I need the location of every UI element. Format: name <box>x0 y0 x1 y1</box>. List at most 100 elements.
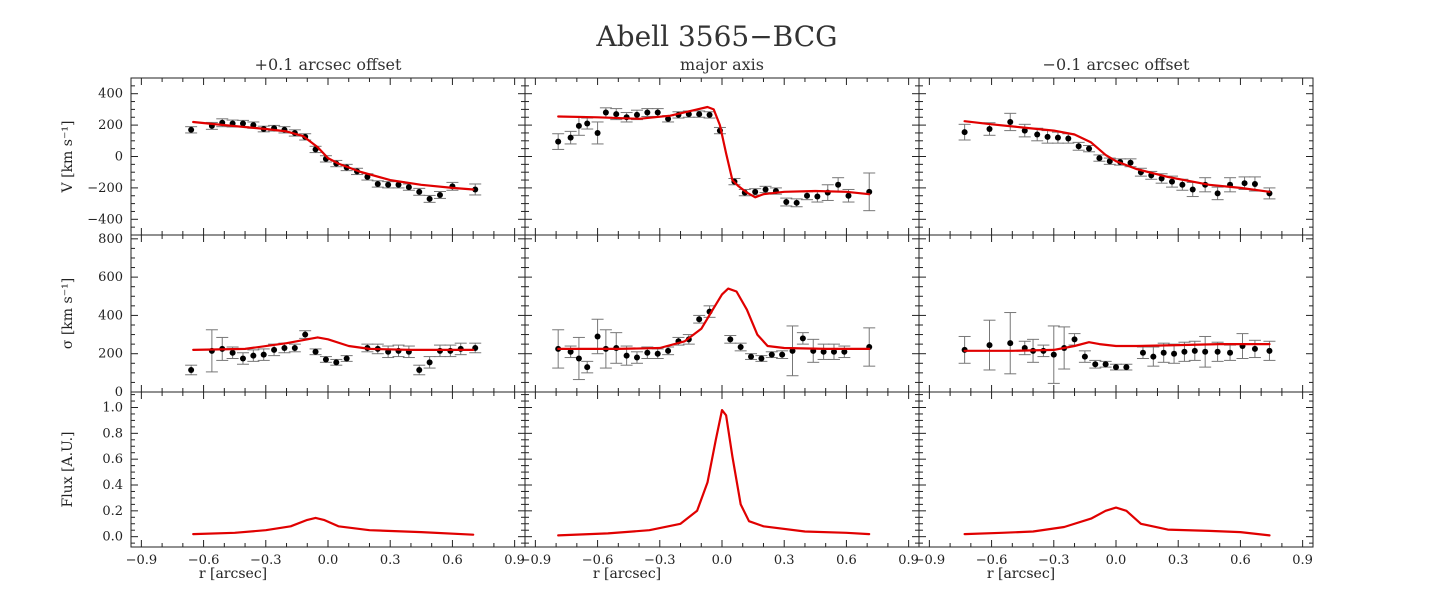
y-tick-label: 1.0 <box>102 401 123 416</box>
data-marker <box>333 359 340 366</box>
data-marker <box>623 352 630 359</box>
data-marker <box>1171 350 1178 357</box>
data-point <box>641 108 654 117</box>
data-point <box>863 172 876 212</box>
data-point <box>1199 335 1212 368</box>
data-point <box>371 180 384 188</box>
panel-sigma-1 <box>524 234 920 393</box>
data-point <box>1018 123 1031 138</box>
data-point <box>1004 112 1017 132</box>
panel-frame <box>130 391 526 548</box>
panel-V-0: −400 −200 0 200 400 <box>87 77 526 236</box>
data-marker <box>436 191 443 198</box>
data-point <box>724 335 737 344</box>
data-point <box>319 356 332 363</box>
data-point <box>651 348 664 359</box>
data-point <box>1248 339 1261 359</box>
data-marker <box>1123 364 1130 371</box>
model-curve <box>192 516 475 536</box>
x-tick-label: 0.9 <box>504 553 525 568</box>
data-marker <box>1202 348 1209 355</box>
data-marker <box>737 344 744 351</box>
data-point <box>1004 312 1017 375</box>
data-marker <box>814 193 821 200</box>
data-point <box>330 358 343 366</box>
data-point <box>423 194 436 203</box>
data-marker <box>633 354 640 361</box>
x-tick-label: −0.9 <box>914 553 946 568</box>
data-point <box>257 348 270 361</box>
data-point <box>572 115 585 136</box>
data-marker <box>1251 180 1258 187</box>
data-marker <box>799 335 806 342</box>
y-tick-label: 0.6 <box>102 452 123 467</box>
data-marker <box>779 351 786 358</box>
x-tick-label: 0.3 <box>774 553 795 568</box>
x-tick-label: 0.6 <box>442 553 463 568</box>
data-point <box>863 327 876 367</box>
data-marker <box>654 109 661 116</box>
data-point <box>811 190 824 203</box>
data-point <box>1186 181 1199 198</box>
data-point <box>765 351 778 359</box>
data-point <box>205 329 218 373</box>
data-marker <box>1160 349 1167 356</box>
data-marker <box>1075 143 1082 150</box>
data-point <box>552 133 565 150</box>
data-marker <box>1092 361 1099 368</box>
y-tick-label: 0 <box>115 385 123 400</box>
data-point <box>662 346 675 356</box>
data-marker <box>374 180 381 187</box>
model-curve <box>963 341 1271 352</box>
data-point <box>413 364 426 376</box>
data-marker <box>1139 349 1146 356</box>
data-point <box>755 355 768 362</box>
data-marker <box>271 346 278 353</box>
data-marker <box>783 199 790 206</box>
data-point <box>801 191 814 201</box>
data-marker <box>820 348 827 355</box>
panel-frame <box>524 234 920 393</box>
column-title: +0.1 arcsec offset <box>255 55 402 74</box>
data-point <box>392 344 405 358</box>
data-marker <box>1086 145 1093 152</box>
data-marker <box>696 111 703 118</box>
y-tick-label: 600 <box>98 270 123 285</box>
panel-flux-2: −0.9 −0.6 −0.3 0.0 0.3 0.6 0.9 r [arcsec] <box>914 391 1314 582</box>
data-point <box>745 353 758 360</box>
data-point <box>1263 187 1276 200</box>
data-point <box>1224 177 1237 193</box>
model-curve <box>557 409 871 537</box>
x-tick-label: 0.0 <box>318 553 339 568</box>
data-marker <box>696 316 703 323</box>
data-point <box>564 345 577 359</box>
data-marker <box>845 192 852 199</box>
data-marker <box>644 349 651 356</box>
data-point <box>413 187 426 196</box>
data-marker <box>1096 155 1103 162</box>
data-marker <box>1189 186 1196 193</box>
data-marker <box>961 129 968 136</box>
x-tick-label: −0.6 <box>582 553 614 568</box>
data-point <box>1211 341 1224 362</box>
data-point <box>1211 186 1224 201</box>
data-marker <box>654 350 661 357</box>
data-point <box>288 343 301 353</box>
data-marker <box>1065 135 1072 142</box>
data-marker <box>1181 348 1188 355</box>
data-marker <box>594 129 601 136</box>
data-marker <box>633 111 640 118</box>
data-marker <box>986 342 993 349</box>
data-point <box>1188 340 1201 361</box>
data-marker <box>835 181 842 188</box>
x-tick-label: 0.0 <box>712 553 733 568</box>
data-point <box>423 356 436 369</box>
figure-title: Abell 3565−BCG <box>595 20 837 53</box>
data-marker <box>1191 347 1198 354</box>
data-marker <box>768 351 775 358</box>
data-marker <box>260 351 267 358</box>
y-tick-label: 400 <box>98 308 123 323</box>
data-marker <box>188 126 195 133</box>
data-marker <box>1034 131 1041 138</box>
y-tick-label: 400 <box>98 87 123 102</box>
